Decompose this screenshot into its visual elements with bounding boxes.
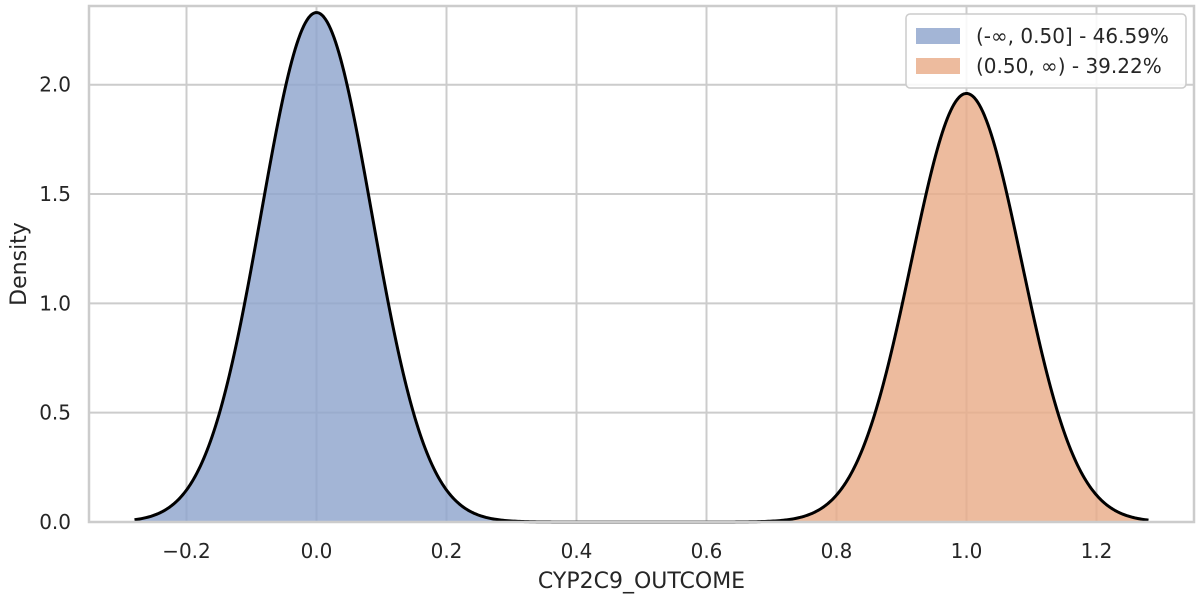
x-tick-label: 0.6 <box>691 539 723 563</box>
density-fill-2 <box>641 93 1149 522</box>
legend-label: (0.50, ∞) - 39.22% <box>976 54 1162 78</box>
legend-swatch <box>916 28 960 44</box>
y-tick-label: 1.5 <box>39 182 71 206</box>
legend: (-∞, 0.50] - 46.59% (0.50, ∞) - 39.22% <box>905 13 1187 89</box>
y-tick-label: 0.5 <box>39 401 71 425</box>
x-axis-title: CYP2C9_OUTCOME <box>538 569 745 594</box>
x-tick-label: −0.2 <box>162 539 211 563</box>
y-axis-title: Density <box>7 222 32 306</box>
legend-swatch <box>916 58 960 74</box>
legend-box <box>905 13 1187 89</box>
x-tick-label: 1.2 <box>1081 539 1113 563</box>
y-tick-labels: 0.0 0.5 1.0 1.5 2.0 <box>39 73 71 534</box>
y-tick-label: 1.0 <box>39 291 71 315</box>
x-tick-label: 1.0 <box>951 539 983 563</box>
density-fills <box>134 12 1149 523</box>
legend-label: (-∞, 0.50] - 46.59% <box>976 24 1169 48</box>
x-tick-labels: −0.2 0.0 0.2 0.4 0.6 0.8 1.0 1.2 <box>162 539 1112 563</box>
y-tick-label: 0.0 <box>39 510 71 534</box>
y-tick-label: 2.0 <box>39 73 71 97</box>
x-tick-label: 0.4 <box>561 539 593 563</box>
x-tick-label: 0.0 <box>301 539 333 563</box>
plot-frame <box>87 4 1196 524</box>
density-fill-1 <box>134 12 642 523</box>
x-tick-label: 0.8 <box>821 539 853 563</box>
x-tick-label: 0.2 <box>431 539 463 563</box>
